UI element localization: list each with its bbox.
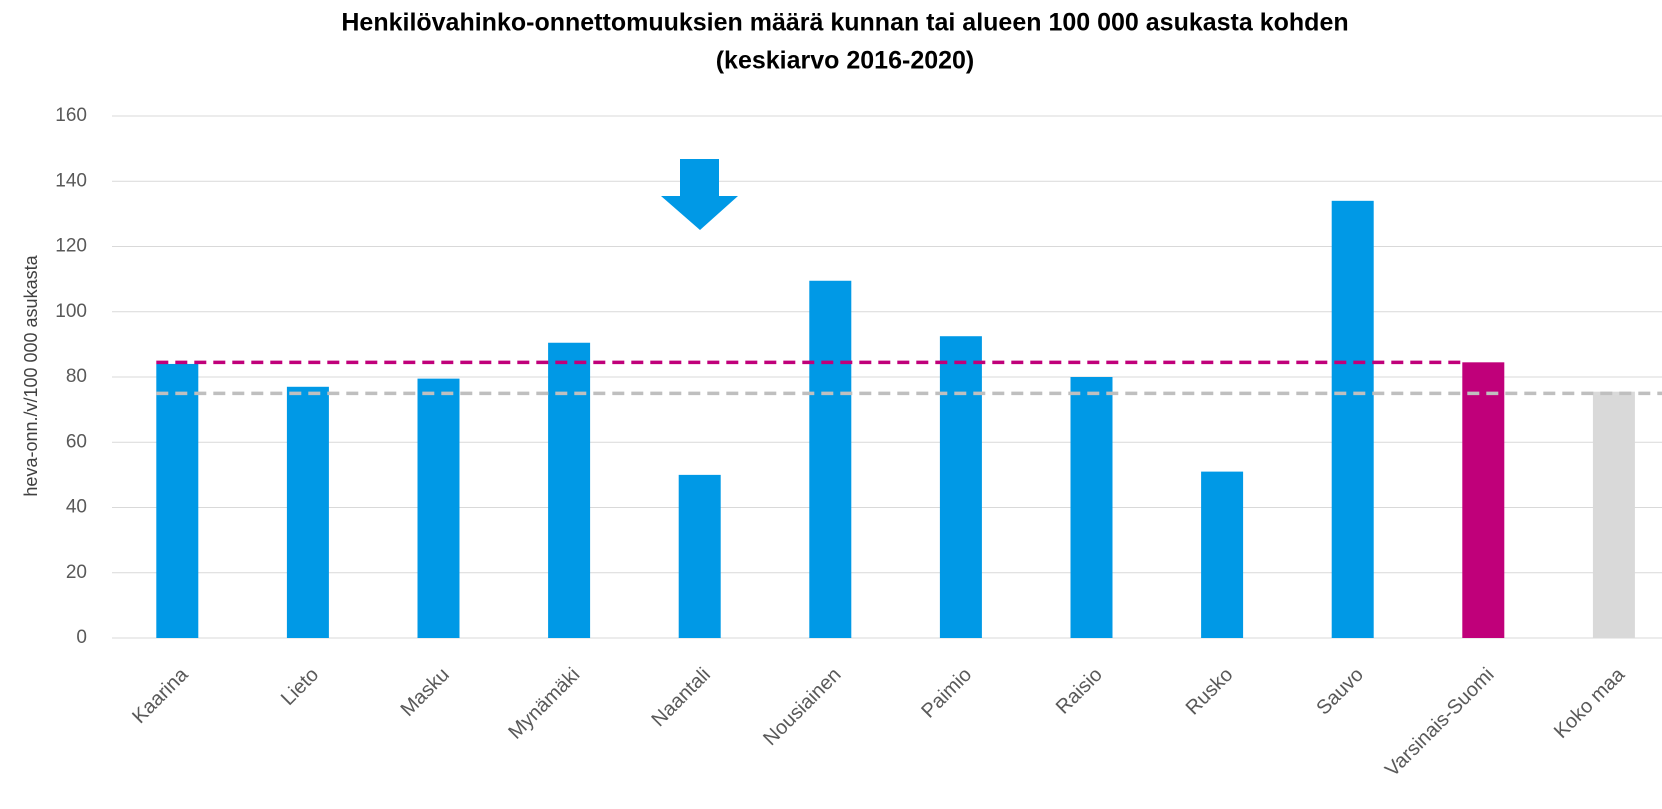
y-tick-label: 40: [66, 497, 87, 518]
bar: [678, 474, 721, 638]
y-tick-label: 160: [55, 105, 87, 126]
bar: [1331, 200, 1374, 638]
y-tick-label: 60: [66, 431, 87, 452]
x-tick-label: Koko maa: [1550, 663, 1630, 743]
y-tick-label: 120: [55, 236, 87, 257]
x-tick-label: Lieto: [277, 664, 323, 710]
bar: [1592, 391, 1635, 638]
y-axis-label: heva-onn./v/100 000 asukasta: [21, 254, 41, 496]
bar: [1462, 362, 1505, 638]
x-tick-label: Naantali: [648, 664, 715, 731]
y-tick-label: 80: [66, 366, 87, 387]
x-tick-label: Nousiainen: [759, 664, 845, 750]
x-tick-label: Sauvo: [1312, 664, 1368, 720]
y-tick-label: 100: [55, 301, 87, 322]
x-tick-label: Varsinais-Suomi: [1381, 664, 1498, 781]
x-tick-label: Mynämäki: [504, 664, 584, 744]
bar: [417, 378, 460, 638]
bar: [1070, 377, 1113, 638]
x-tick-label: Masku: [397, 664, 454, 721]
chart-subtitle: (keskiarvo 2016-2020): [716, 47, 975, 75]
x-tick-label: Raisio: [1052, 664, 1107, 719]
bar: [1201, 471, 1244, 638]
plot-area: 0 20 40 60 80 100 120 140 160 Kaarina Lieto Masku My…: [55, 105, 1662, 781]
bar: [809, 280, 852, 638]
y-tick-label: 0: [76, 627, 87, 648]
arrow: [661, 159, 738, 230]
bar: [286, 386, 329, 638]
chart-title: Henkilövahinko-onnettomuuksien määrä kun…: [341, 9, 1348, 37]
y-tick-label: 140: [55, 170, 87, 191]
x-tick-label: Paimio: [917, 664, 976, 723]
x-tick-label: Rusko: [1182, 664, 1238, 720]
bar: [939, 336, 982, 638]
y-tick-label: 20: [66, 562, 87, 583]
bar: [548, 342, 591, 638]
bar: [156, 363, 199, 638]
x-tick-label: Kaarina: [128, 663, 193, 728]
